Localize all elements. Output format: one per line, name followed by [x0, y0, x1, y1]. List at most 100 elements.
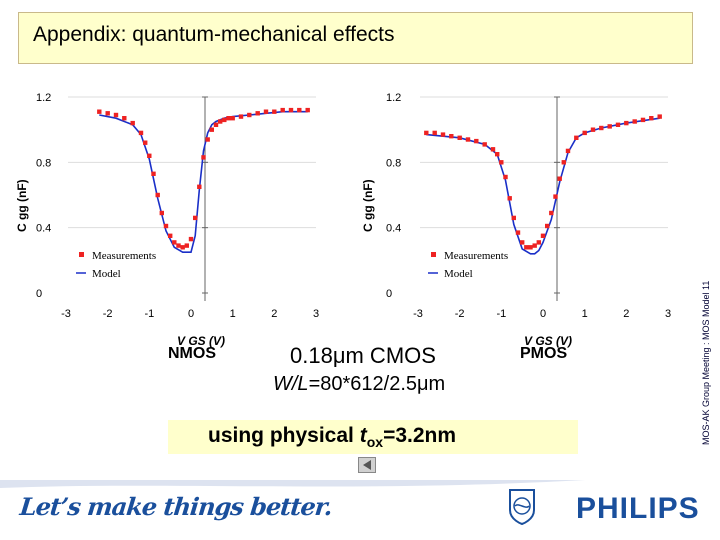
nmos-measurement-point — [155, 192, 160, 198]
tox-value: =3.2nm — [383, 424, 457, 447]
nmos-measurement-point — [272, 109, 277, 114]
pmos-measurement-point — [599, 125, 604, 131]
nmos-model-line — [99, 110, 308, 253]
pmos-measurement-point — [590, 127, 596, 132]
geometry-value: =80*612/2.5μm — [308, 373, 446, 395]
nmos-legend-marker — [79, 252, 84, 257]
nmos-measurement-point — [201, 155, 206, 160]
pmos-measurement-point — [574, 135, 579, 140]
philips-slogan: Let’s make things better. — [18, 492, 334, 521]
pmos-measurement-point — [495, 152, 500, 157]
pmos-measurement-point — [503, 174, 508, 180]
nmos-xtick-label: -2 — [103, 308, 113, 320]
pmos-measurement-point — [482, 142, 487, 147]
footer-wave — [0, 480, 720, 488]
nmos-ytick-label: 0.4 — [36, 223, 51, 235]
pmos-measurement-point — [624, 120, 629, 126]
nmos-measurement-point — [209, 127, 214, 132]
back-button[interactable] — [358, 457, 376, 473]
nmos-ytick-label: 0.8 — [36, 157, 51, 169]
back-arrow-icon — [363, 460, 371, 470]
nmos-measurement-point — [305, 107, 310, 113]
nmos-measurement-point — [238, 114, 244, 119]
pmos-measurement-point — [490, 147, 496, 152]
nmos-measurement-point — [147, 153, 152, 158]
pmos-measurement-point — [582, 130, 587, 136]
slide-title: Appendix: quantum-mechanical effects — [33, 23, 395, 46]
tox-label: using physical tox=3.2nm — [208, 424, 456, 450]
nmos-measurement-point — [138, 130, 144, 136]
pmos-measurement-point — [565, 148, 571, 154]
pmos-legend-marker — [431, 252, 436, 257]
pmos-measurement-point — [465, 137, 471, 142]
pmos-measurement-point — [449, 134, 454, 139]
title-bar: Appendix: quantum-mechanical effects — [18, 12, 693, 64]
pmos-measurement-point — [632, 119, 637, 124]
pmos-measurement-point — [520, 240, 525, 245]
nmos-measurement-point — [97, 109, 102, 114]
pmos-legend-model: Model — [444, 268, 473, 280]
pmos-xtick-label: -2 — [455, 308, 465, 320]
nmos-measurement-point — [255, 111, 260, 116]
pmos-measurement-point — [515, 230, 521, 235]
nmos-xtick-label: -3 — [61, 308, 71, 320]
philips-shield-logo — [509, 489, 535, 526]
nmos-ytick-label: 1.2 — [36, 92, 51, 104]
pmos-measurement-point — [607, 124, 612, 129]
pmos-xtick-label: 1 — [582, 308, 588, 320]
nmos-measurement-point — [213, 122, 219, 127]
nmos-measurement-point — [151, 171, 156, 176]
nmos-measurement-point — [263, 109, 269, 114]
nmos-measurement-point — [105, 111, 110, 116]
tox-sub: ox — [366, 434, 384, 451]
nmos-xtick-label: 0 — [188, 308, 194, 320]
nmos-xtick-label: 3 — [313, 308, 319, 320]
pmos-ylabel: C gg (nF) — [361, 179, 375, 232]
pmos-xtick-label: 0 — [540, 308, 546, 320]
nmos-measurement-point — [163, 223, 169, 229]
tox-box: using physical tox=3.2nm — [168, 420, 578, 454]
geometry-prefix: W/L — [273, 373, 309, 395]
nmos-xlabel: V GS (V) — [177, 334, 225, 348]
pmos-measurement-point — [424, 130, 429, 136]
pmos-measurement-point — [615, 122, 621, 127]
nmos-legend-model: Model — [92, 268, 121, 280]
pmos-measurement-point — [657, 114, 662, 119]
pmos-label: PMOS — [520, 345, 568, 362]
nmos-measurement-point — [143, 140, 148, 145]
nmos-measurement-point — [122, 116, 127, 121]
nmos-measurement-point — [176, 243, 181, 248]
nmos-measurement-point — [168, 233, 173, 238]
pmos-measurement-point — [440, 132, 446, 137]
pmos-measurement-point — [474, 138, 479, 144]
nmos-measurement-point — [230, 116, 235, 121]
pmos-measurement-point — [553, 194, 558, 199]
pmos-measurement-point — [540, 233, 546, 238]
nmos-measurement-point — [205, 137, 210, 142]
pmos-ytick-label: 0 — [386, 288, 392, 300]
nmos-measurement-point — [297, 107, 302, 113]
footer — [0, 480, 720, 540]
nmos-label: NMOS — [168, 345, 216, 362]
pmos-xtick-label: 2 — [623, 308, 629, 320]
nmos-xtick-label: 1 — [230, 308, 236, 320]
nmos-xtick-label: 2 — [271, 308, 277, 320]
pmos-measurement-point — [528, 245, 533, 250]
pmos-measurement-point — [545, 223, 550, 229]
pmos-ytick-label: 0.4 — [386, 223, 401, 235]
nmos-legend-measurements: Measurements — [92, 250, 156, 262]
pmos-xlabel: V GS (V) — [524, 334, 572, 348]
pmos-measurement-point — [511, 215, 516, 221]
pmos-measurement-point — [432, 130, 437, 136]
pmos-measurement-point — [507, 196, 512, 201]
pmos-measurement-point — [536, 240, 541, 245]
pmos-measurement-point — [524, 245, 529, 250]
nmos-measurement-point — [130, 120, 135, 126]
nmos-ytick-label: 0 — [36, 288, 42, 300]
pmos-xtick-label: -1 — [496, 308, 506, 320]
pmos-measurement-point — [499, 160, 504, 165]
nmos-measurement-point — [113, 112, 119, 118]
nmos-measurement-point — [226, 116, 231, 121]
pmos-measurement-point — [532, 243, 537, 248]
pmos-ytick-label: 1.2 — [386, 92, 401, 104]
